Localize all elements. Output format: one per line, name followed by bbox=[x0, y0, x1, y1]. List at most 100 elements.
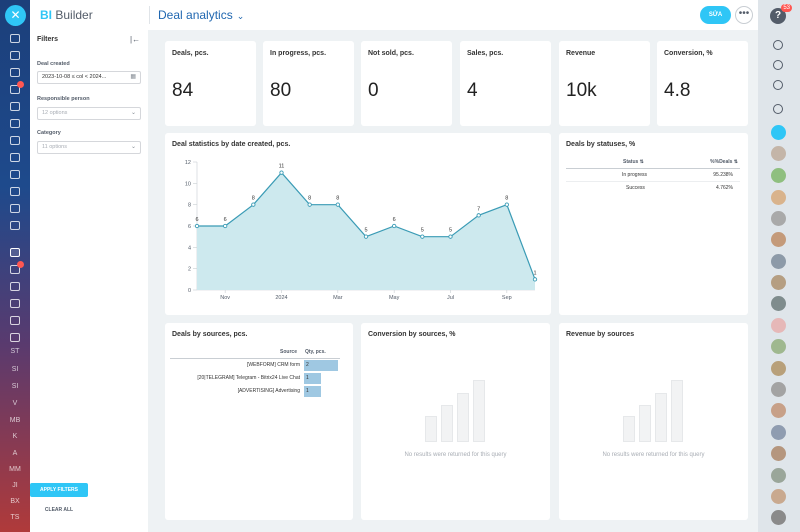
rail-icon-10[interactable] bbox=[10, 187, 20, 196]
rail-icon-4[interactable] bbox=[10, 85, 20, 94]
user-avatar[interactable] bbox=[771, 425, 786, 440]
rail-label[interactable]: ST bbox=[10, 348, 20, 355]
rail-icon-5[interactable] bbox=[10, 102, 20, 111]
user-avatar[interactable] bbox=[771, 232, 786, 247]
rail-icon-11[interactable] bbox=[10, 204, 20, 213]
kpi-label: In progress, pcs. bbox=[270, 50, 327, 57]
y-tick-label: 8 bbox=[188, 203, 191, 209]
clear-all-button[interactable]: CLEAR ALL bbox=[44, 507, 74, 513]
conversion-title: Conversion by sources, % bbox=[368, 331, 456, 338]
rail-icon-13[interactable] bbox=[10, 265, 20, 274]
user-avatar[interactable] bbox=[771, 146, 786, 161]
user-avatar[interactable] bbox=[771, 275, 786, 290]
filters-title: Filters bbox=[37, 36, 59, 43]
responsible-select[interactable]: 12 options ⌄ bbox=[37, 107, 141, 120]
chevron-down-icon: ⌄ bbox=[130, 110, 136, 116]
x-tick-label: May bbox=[389, 295, 400, 301]
rail-label[interactable]: SI bbox=[11, 383, 19, 390]
user-avatar[interactable] bbox=[771, 211, 786, 226]
placeholder-bar-icon bbox=[473, 380, 485, 442]
user-avatar[interactable] bbox=[771, 296, 786, 311]
settings-icon[interactable] bbox=[773, 40, 783, 50]
rail-label[interactable]: MM bbox=[9, 466, 21, 473]
qty-column-header[interactable]: Qty, pcs. bbox=[305, 349, 326, 355]
rail-label[interactable]: V bbox=[12, 400, 18, 407]
user-avatar[interactable] bbox=[771, 361, 786, 376]
rail-label[interactable]: BX bbox=[10, 498, 20, 505]
category-placeholder: 11 options bbox=[42, 144, 67, 150]
kpi-label: Revenue bbox=[566, 50, 596, 57]
deals-by-statuses-card: Deals by statuses, % Status ⇅ %%Deals ⇅ … bbox=[559, 133, 748, 315]
pct-column-header[interactable]: %%Deals ⇅ bbox=[710, 159, 738, 165]
user-avatar[interactable] bbox=[771, 254, 786, 269]
divider bbox=[566, 181, 740, 182]
notification-dot-icon bbox=[17, 81, 24, 88]
rail-icon-14[interactable] bbox=[10, 282, 20, 291]
rail-label[interactable]: K bbox=[12, 433, 18, 440]
chevron-down-icon: ⌄ bbox=[130, 144, 136, 150]
category-select[interactable]: 11 options ⌄ bbox=[37, 141, 141, 154]
kpi-label: Conversion, % bbox=[664, 50, 713, 57]
rail-icon-15[interactable] bbox=[10, 299, 20, 308]
search-icon[interactable] bbox=[773, 104, 783, 114]
dashboard-selector[interactable]: Deal analytics ⌄ bbox=[158, 8, 244, 22]
placeholder-bar-icon bbox=[655, 393, 667, 442]
rail-label[interactable]: MB bbox=[9, 417, 21, 424]
user-avatar[interactable] bbox=[771, 489, 786, 504]
rail-icon-3[interactable] bbox=[10, 68, 20, 77]
user-avatar[interactable] bbox=[771, 403, 786, 418]
analytics-icon[interactable] bbox=[10, 248, 20, 257]
x-tick-label: 2024 bbox=[275, 295, 287, 301]
rail-icon-2[interactable] bbox=[10, 51, 20, 60]
time-icon[interactable] bbox=[773, 80, 783, 90]
rail-icon-12[interactable] bbox=[10, 221, 20, 230]
status-column-header[interactable]: Status ⇅ bbox=[623, 159, 644, 165]
deal-created-filter[interactable]: 2023-10-08 ≤ col < 2024... ▦ bbox=[37, 71, 141, 84]
rail-icon-8[interactable] bbox=[10, 153, 20, 162]
edit-button[interactable]: SỬA bbox=[700, 6, 731, 24]
rail-icon-9[interactable] bbox=[10, 170, 20, 179]
rail-label[interactable]: SI bbox=[11, 366, 19, 373]
statuses-table: Status ⇅ %%Deals ⇅ In progress 95.238% S… bbox=[566, 157, 740, 197]
deal-created-value: 2023-10-08 ≤ col < 2024... bbox=[42, 74, 107, 80]
user-avatar[interactable] bbox=[771, 339, 786, 354]
rail-icon-7[interactable] bbox=[10, 136, 20, 145]
apply-filters-button[interactable]: APPLY FILTERS bbox=[30, 483, 88, 497]
close-icon[interactable]: ✕ bbox=[5, 5, 26, 26]
rail-icon-1[interactable] bbox=[10, 34, 20, 43]
user-avatar[interactable] bbox=[771, 318, 786, 333]
x-tick-label: Mar bbox=[333, 295, 343, 301]
user-avatar[interactable] bbox=[771, 382, 786, 397]
chevron-down-icon: ⌄ bbox=[236, 11, 245, 21]
user-avatar[interactable] bbox=[771, 510, 786, 525]
rail-label[interactable]: JI bbox=[12, 482, 18, 489]
rail-label[interactable]: A bbox=[12, 450, 18, 457]
rail-icon-17[interactable] bbox=[10, 333, 20, 342]
y-tick-label: 6 bbox=[188, 224, 191, 230]
rail-icon-16[interactable] bbox=[10, 316, 20, 325]
y-tick-label: 4 bbox=[188, 245, 191, 251]
user-avatar[interactable] bbox=[771, 168, 786, 183]
data-label: 5 bbox=[449, 228, 452, 234]
source-column-header[interactable]: Source bbox=[280, 349, 297, 355]
more-options-icon[interactable]: ••• bbox=[735, 6, 753, 24]
qty-cell: 2 bbox=[306, 362, 309, 368]
placeholder-bar-icon bbox=[457, 393, 469, 442]
user-avatar[interactable] bbox=[771, 190, 786, 205]
data-label: 5 bbox=[421, 228, 424, 234]
user-avatar[interactable] bbox=[771, 468, 786, 483]
help-icon[interactable]: ? 53 bbox=[770, 4, 792, 24]
data-label: 8 bbox=[505, 196, 508, 202]
top-bar: BI Builder Deal analytics ⌄ SỬA ••• bbox=[30, 0, 758, 30]
rail-label[interactable]: TS bbox=[10, 514, 20, 521]
user-avatar[interactable] bbox=[771, 446, 786, 461]
kpi-value: 10k bbox=[566, 80, 597, 101]
notification-dot-icon bbox=[17, 261, 24, 268]
kpi-label: Sales, pcs. bbox=[467, 50, 504, 57]
collapse-panel-icon[interactable]: |← bbox=[130, 35, 141, 44]
chat-avatar[interactable] bbox=[771, 125, 786, 140]
kpi-card-in-progress: In progress, pcs. 80 bbox=[263, 41, 354, 126]
sources-table: Source Qty, pcs. [WEBFORM] CRM form 2 [2… bbox=[165, 347, 353, 427]
bell-icon[interactable] bbox=[773, 60, 783, 70]
rail-icon-6[interactable] bbox=[10, 119, 20, 128]
